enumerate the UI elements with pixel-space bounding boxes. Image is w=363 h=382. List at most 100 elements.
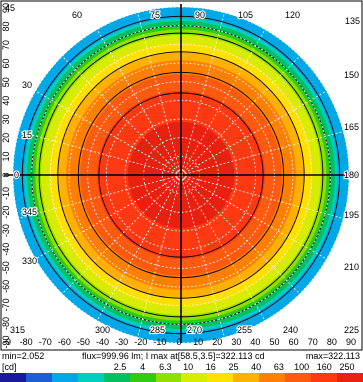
scale-tick-label: 25 [228,362,239,372]
c-angle-label: 195 [344,210,359,220]
y-tick-label: 20 [1,133,11,143]
scale-tick-label: 100 [294,362,310,372]
y-tick-label: -60 [1,280,11,293]
grid-radial [180,174,301,295]
x-tick-label: 10 [193,337,203,347]
grid-radial [18,131,182,176]
x-tick-label: 50 [270,337,280,347]
scale-tick-label: 4 [140,362,146,372]
grid-radial [180,55,301,176]
color-swatch [336,373,363,382]
scale-tick-label: 16 [205,362,216,372]
scale-tick-label: 250 [339,362,355,372]
x-tick-label: -80 [20,337,33,347]
c-angle-label: 105 [238,10,253,20]
color-swatch [285,373,312,382]
min-value: min=2.052 [2,351,45,361]
c-angle-label: 315 [10,325,25,335]
grid-radial [61,55,182,176]
c-angle-label: 90 [195,10,205,20]
x-tick-label: 80 [327,337,337,347]
grid-radial [35,90,182,176]
x-tick-label: 30 [231,337,241,347]
c-angle-label: 180 [344,170,359,180]
grid-radial [18,174,182,219]
x-axis-ticks: -9 -80 -70 -60 -50 -40 -30 -20 -10 0 10 20 30 40 50 60 7… [3,337,356,347]
y-tick-label: 60 [1,59,11,69]
x-tick-label: 40 [250,337,260,347]
color-swatch [259,373,286,382]
stats-row: min=2.052 flux=999.96 lm; I max at[58.5,… [0,351,363,363]
grid-radial [35,174,182,260]
y-tick-label: -50 [1,261,11,274]
plot-frame [0,0,363,351]
y-tick-label: 10 [1,151,11,161]
color-swatch [51,373,78,382]
center-axes [4,4,359,343]
c-angle-label: 225 [344,325,359,335]
color-swatch [25,373,52,382]
color-swatch [103,373,130,382]
y-tick-label: -10 [1,187,11,200]
c-angle-label: 60 [72,10,82,20]
x-tick-label: -40 [96,337,109,347]
y-axis-ticks: 90 80 70 60 50 40 30 20 10 0 -10 -20 -30 -40 -50 -60 -70… [1,3,11,349]
grid-radial [180,90,327,176]
scale-tick-label: 6.3 [159,362,172,372]
c-angle-labels: 45 60 75 90 105 120 135 150 165 180 195 210 225 240 25… [4,2,361,336]
color-scale-labels: [cd] 2.5 4 6.3 10 16 25 40 63 100 160 250 [0,362,363,374]
grid-radial [180,174,266,321]
flux-summary: flux=999.96 lm; I max at[58.5,3.5]=322.1… [82,351,265,361]
c-angle-label: 270 [187,325,202,335]
scale-tick-label: 10 [183,362,194,372]
x-tick-label: 90 [346,337,356,347]
grid-radial [96,29,182,176]
c-angle-label: 120 [285,10,300,20]
color-swatch [311,373,337,382]
c-angle-label: 30 [22,80,32,90]
grid-radial [180,174,225,338]
y-tick-label: -40 [1,243,11,256]
scale-unit: [cd] [2,362,17,372]
grid-radial [180,131,344,176]
y-tick-label: -30 [1,224,11,237]
scale-tick-label: 40 [251,362,262,372]
y-tick-label: -20 [1,206,11,219]
c-angle-label: 45 [5,3,15,13]
color-swatch [0,373,26,382]
grid-radial [180,12,225,176]
y-tick-label: 50 [1,77,11,87]
y-tick-label: 80 [1,22,11,32]
x-tick-label: 0 [176,337,181,347]
c-angle-label: 210 [344,262,359,272]
c-angle-label: 75 [150,10,160,20]
color-swatch [181,373,208,382]
y-tick-label: 30 [1,114,11,124]
max-value: max=322.113 [305,351,360,361]
c-angle-label: 240 [283,325,298,335]
x-tick-label: -9 [3,337,11,347]
grid-radial [96,174,182,321]
x-tick-label: -50 [77,337,90,347]
color-swatch [77,373,104,382]
c-angle-label: 255 [237,325,252,335]
color-swatch [233,373,260,382]
c-angle-label: 150 [344,70,359,80]
y-tick-label: 70 [1,40,11,50]
color-scale-bar [0,373,363,382]
c-angle-label: 300 [95,325,110,335]
grid-radial [180,174,344,219]
color-swatch [129,373,156,382]
c-angle-label: 135 [345,16,360,26]
y-tick-label: -70 [1,298,11,311]
y-tick-label: -90 [1,335,11,348]
color-swatch [207,373,234,382]
x-tick-label: -10 [153,337,166,347]
c-angle-label: 165 [344,122,359,132]
x-tick-label: -30 [115,337,128,347]
scale-tick-label: 63 [273,362,284,372]
c-angle-label: 345 [22,207,37,217]
y-tick-label: 0 [1,172,11,177]
c-angle-label: 0 [14,170,19,180]
x-tick-label: -20 [134,337,147,347]
